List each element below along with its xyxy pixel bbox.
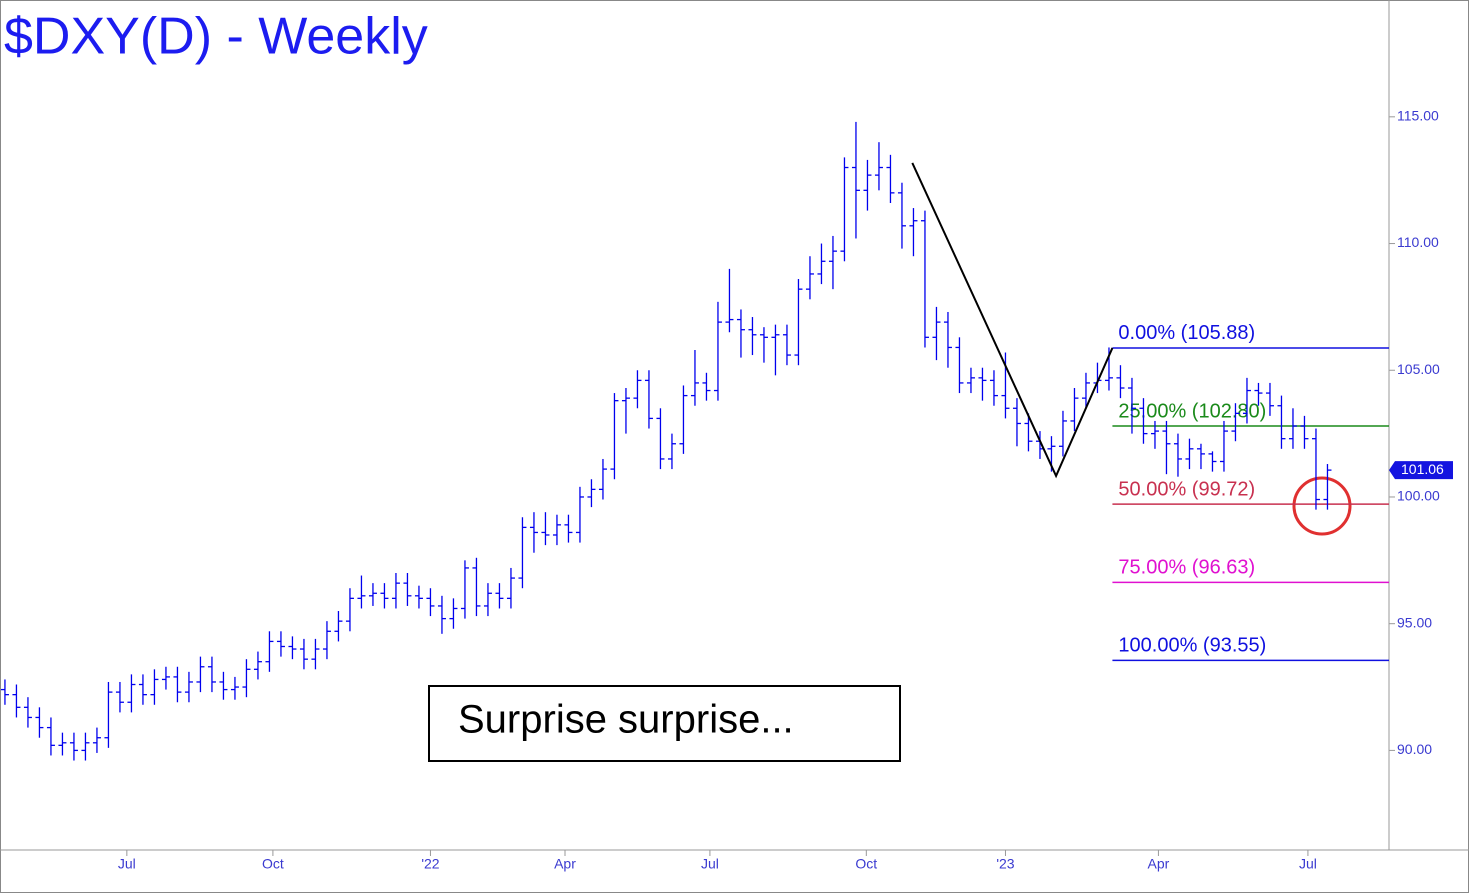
y-tick-label: 110.00 — [1397, 234, 1439, 250]
fib-label: 50.00% (99.72) — [1118, 478, 1255, 500]
y-tick-label: 105.00 — [1397, 361, 1440, 377]
x-tick-label: '22 — [421, 856, 439, 872]
last-price-label: 101.06 — [1401, 461, 1444, 477]
annotation: Surprise surprise... — [458, 698, 794, 742]
fib-label: 0.00% (105.88) — [1118, 322, 1255, 344]
x-tick-label: Oct — [262, 856, 284, 872]
x-tick-label: '23 — [996, 856, 1014, 872]
y-tick-label: 100.00 — [1397, 488, 1440, 504]
x-tick-label: Jul — [118, 856, 136, 872]
x-tick-label: Jul — [1299, 856, 1317, 872]
fib-label: 75.00% (96.63) — [1118, 557, 1255, 579]
y-tick-label: 90.00 — [1397, 741, 1432, 757]
y-tick-label: 95.00 — [1397, 614, 1432, 630]
x-tick-label: Apr — [1148, 856, 1170, 872]
last-price-box — [1389, 461, 1453, 480]
fib-label: 100.00% (93.55) — [1118, 635, 1266, 657]
pattern-line — [911, 162, 1114, 479]
highlight-circle — [1292, 476, 1352, 536]
chart-title: $DXY(D) - Weekly — [4, 8, 428, 66]
y-tick-label: 115.00 — [1397, 108, 1439, 124]
annotation-box — [428, 685, 901, 762]
fib-label: 25.00% (102.80) — [1118, 400, 1266, 422]
x-tick-label: Oct — [855, 856, 877, 872]
x-tick-label: Apr — [554, 856, 576, 872]
x-tick-label: Jul — [701, 856, 719, 872]
